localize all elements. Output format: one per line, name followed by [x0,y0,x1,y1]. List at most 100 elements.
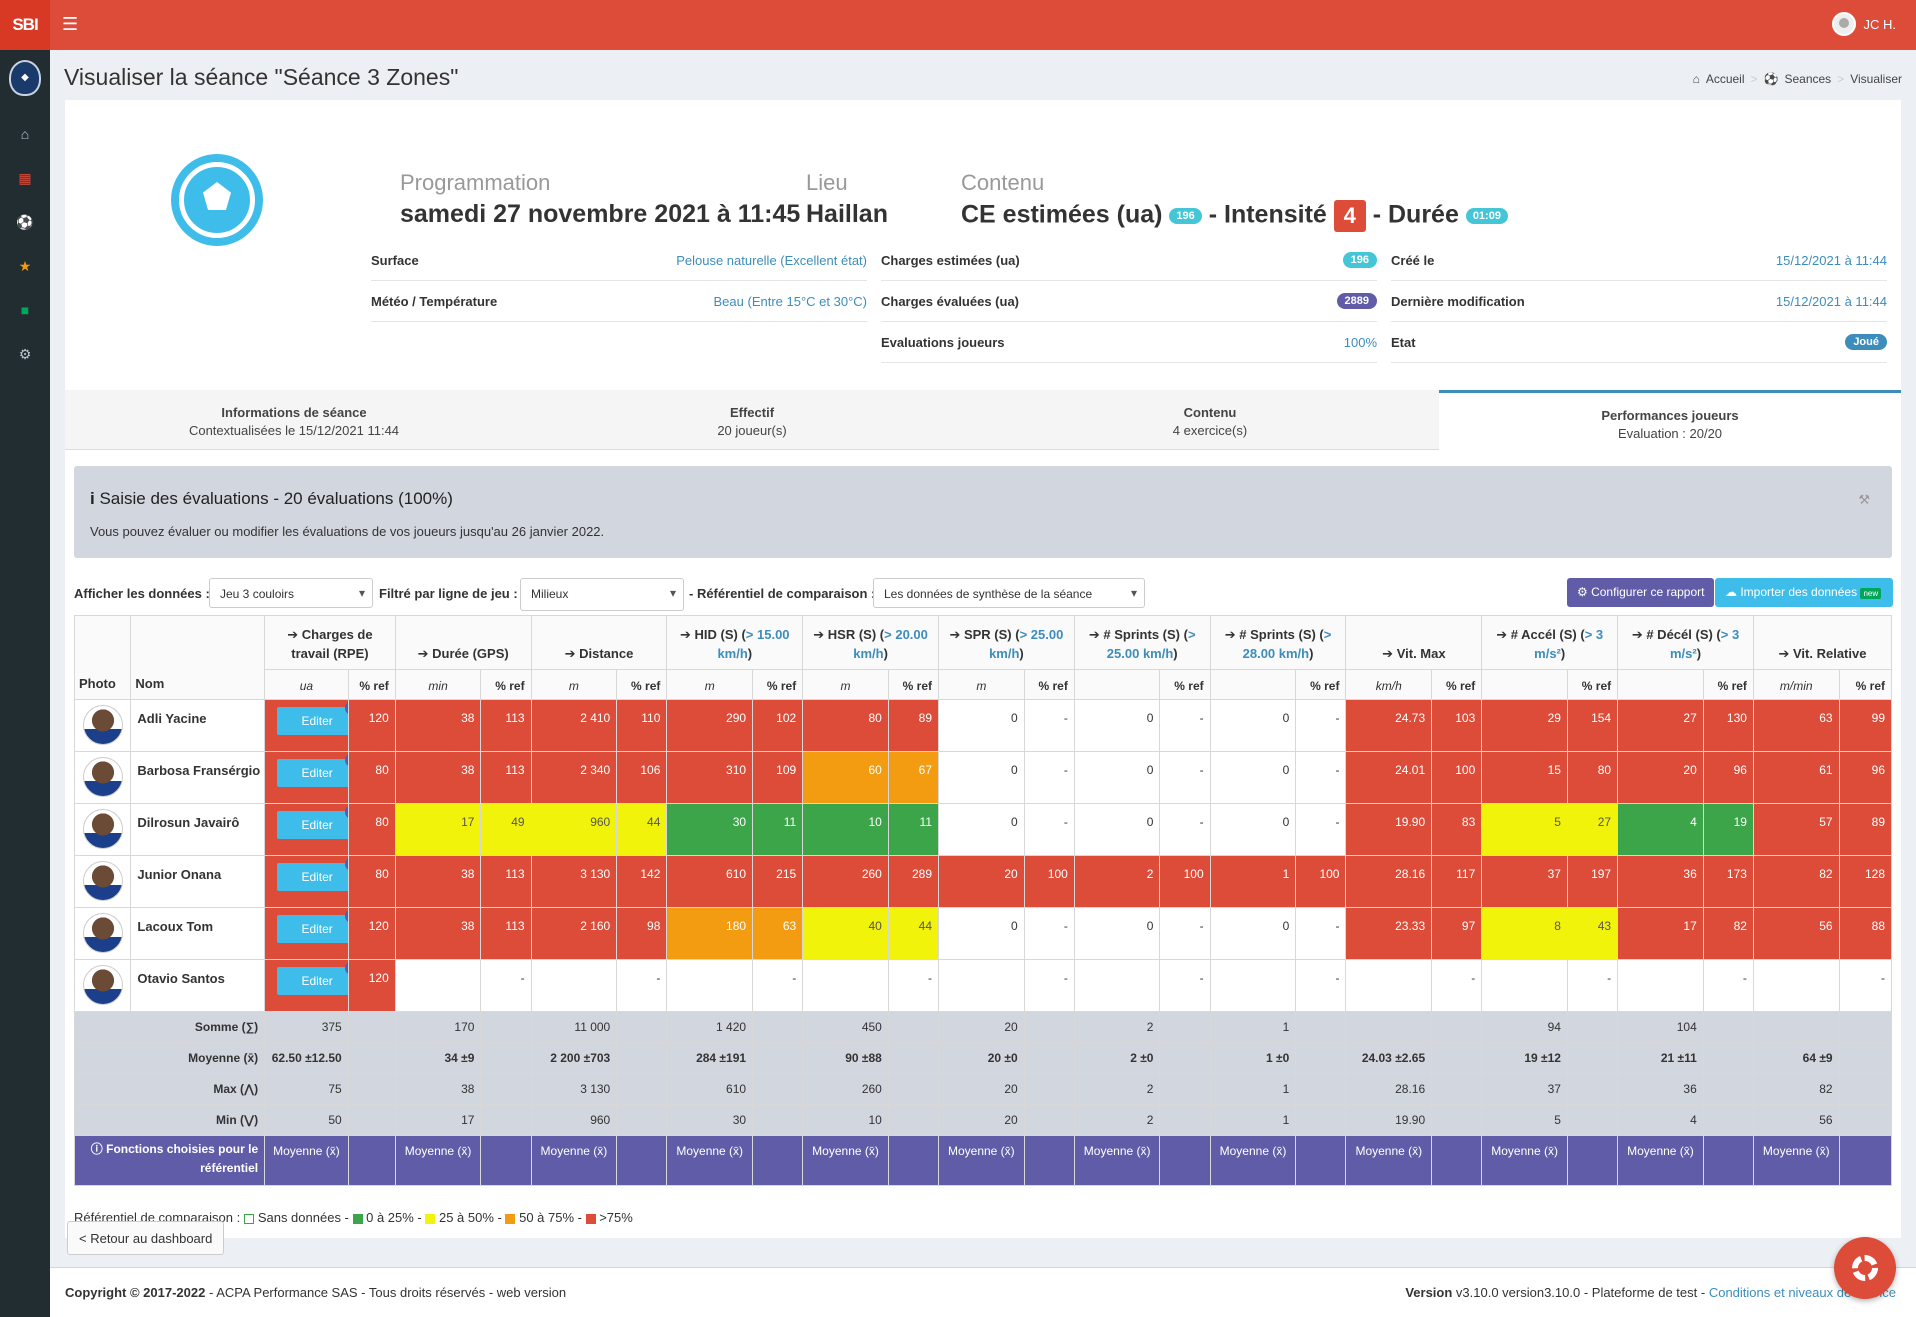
summary-label: Moyenne (x̄) [73,1042,266,1074]
value-cell: 38 [394,907,482,960]
user-menu[interactable]: JC H. [1831,12,1896,36]
player-name[interactable]: Dilrosun Javairô [130,803,266,856]
tab-contenu[interactable]: Contenu 4 exercice(s) [981,390,1439,450]
summary-empty [1023,1073,1075,1105]
pct-ref-header: % ref [347,669,396,700]
metric-header[interactable]: ➔ Vit. Max [1345,615,1483,670]
function-select[interactable]: Moyenne (x̄) [264,1135,349,1186]
metric-header[interactable]: ➔ # Sprints (S) (> 28.00 km/h) [1209,615,1347,670]
configure-report-button[interactable]: ⚙ Configurer ce rapport [1567,578,1715,607]
metric-threshold: > 3 m/s² [1534,627,1604,661]
gear-icon[interactable]: ⚙ [18,346,32,362]
function-select[interactable]: Moyenne (x̄) [1752,1135,1840,1186]
alert-title-text: Saisie des évaluations - 20 évaluations … [99,489,453,508]
function-select[interactable]: Moyenne (x̄) [1481,1135,1568,1186]
metric-header[interactable]: ➔ Durée (GPS) [394,615,532,670]
player-name[interactable]: Adli Yacine [130,699,266,752]
value-cell: 80 [802,699,889,752]
edit-button[interactable]: Editer75 [277,961,348,995]
metric-header[interactable]: ➔ # Sprints (S) (> 25.00 km/h) [1073,615,1211,670]
value-cell: 20 [1617,751,1704,804]
metric-header[interactable]: ➔ Charges de travail (RPE) [264,615,396,670]
player-name[interactable]: Junior Onana [130,855,266,908]
app-logo[interactable]: SBI [0,0,50,50]
home-icon[interactable]: ⌂ [20,126,30,142]
unit-header: min [394,669,482,700]
summary-value: 610 [666,1073,754,1105]
player-avatar [82,809,123,849]
functions-row: ⓘ Fonctions choisies pour le référentiel… [73,1135,1893,1186]
sign-in-icon: ➔ [287,627,302,642]
tab-effectif[interactable]: Effectif 20 joueur(s) [523,390,981,450]
rpe-cell: Editer50 [264,855,349,908]
function-select[interactable]: Moyenne (x̄) [802,1135,889,1186]
function-select[interactable]: Moyenne (x̄) [1617,1135,1704,1186]
function-empty [1431,1135,1483,1186]
metric-header[interactable]: ➔ Distance [530,615,668,670]
menu-toggle-icon[interactable]: ☰ [62,14,79,34]
value-cell [530,959,618,1012]
value-cell: 27 [1617,699,1704,752]
metric-header[interactable]: ➔ Vit. Relative [1752,615,1893,670]
function-select[interactable]: Moyenne (x̄) [1345,1135,1433,1186]
summary-empty [1023,1104,1075,1136]
edit-button[interactable]: Editer50 [277,805,348,839]
ref-select[interactable]: Les données de synthèse de la séance [873,578,1145,608]
soccer-ball-icon[interactable]: ⚽ [16,214,34,230]
function-select[interactable]: Moyenne (x̄) [394,1135,482,1186]
player-photo-cell [73,855,132,908]
ligne-select[interactable]: Milieux [520,578,684,611]
tab-informations[interactable]: Informations de séance Contextualisées le… [65,390,523,450]
summary-label: Somme (∑) [73,1011,266,1043]
player-name[interactable]: Lacoux Tom [130,907,266,960]
footer: Copyright © 2017-2022 - ACPA Performance… [50,1267,1916,1317]
summary-empty [1431,1073,1483,1105]
function-select[interactable]: Moyenne (x̄) [1209,1135,1297,1186]
import-data-button[interactable]: ☁ Importer des données new [1715,578,1893,607]
pct-ref-header: % ref [1159,669,1211,700]
functions-label: ⓘ Fonctions choisies pour le référentiel [73,1135,266,1186]
value-cell: 61 [1752,751,1840,804]
pct-ref-header: % ref [1566,669,1619,700]
tab-performances[interactable]: Performances joueurs Evaluation : 20/20 [1439,390,1901,450]
player-photo-cell [73,959,132,1012]
help-lifebuoy-icon[interactable] [1834,1237,1896,1299]
calendar-icon[interactable]: ▦ [18,170,32,186]
summary-value: 1 420 [666,1011,754,1043]
function-select[interactable]: Moyenne (x̄) [666,1135,754,1186]
value-cell: 29 [1481,699,1568,752]
edit-button[interactable]: Editer75 [277,909,348,943]
metric-header[interactable]: ➔ HSR (S) (> 20.00 km/h) [802,615,939,670]
pct-ref-cell: 128 [1838,855,1893,908]
summary-empty [1838,1073,1893,1105]
edit-button[interactable]: Editer50 [277,753,348,787]
trophy-icon[interactable]: ★ [18,258,32,274]
metric-header[interactable]: ➔ # Décél (S) (> 3 m/s²) [1617,615,1754,670]
sign-in-icon: ➔ [1224,627,1240,642]
metric-header[interactable]: ➔ SPR (S) (> 25.00 km/h) [938,615,1075,670]
info-icon: i [90,489,100,508]
breadcrumb-accueil[interactable]: Accueil [1705,72,1745,86]
value-cell [666,959,754,1012]
breadcrumb-seances[interactable]: Seances [1784,72,1832,86]
cube-icon[interactable]: ■ [20,302,30,318]
content-area: Visualiser la séance "Séance 3 Zones" ⌂ … [50,50,1916,1267]
edit-button[interactable]: Editer75 [277,701,348,735]
metric-header[interactable]: ➔ # Accél (S) (> 3 m/s²) [1481,615,1619,670]
player-name[interactable]: Otavio Santos [130,959,266,1012]
club-crest-icon[interactable]: ◆ [9,60,41,96]
legend-swatch [425,1213,436,1224]
function-select[interactable]: Moyenne (x̄) [530,1135,618,1186]
afficher-select[interactable]: Jeu 3 couloirs [209,578,373,608]
wrench-icon[interactable]: ⚒ [1858,492,1870,507]
summary-value: 1 ±0 [1209,1042,1297,1074]
back-to-dashboard-button[interactable]: < Retour au dashboard [67,1221,225,1255]
rpe-badge: 50 [345,805,348,819]
summary-value: 1 [1209,1104,1297,1136]
function-select[interactable]: Moyenne (x̄) [1073,1135,1161,1186]
player-name[interactable]: Barbosa Fransérgio [130,751,266,804]
function-select[interactable]: Moyenne (x̄) [938,1135,1025,1186]
edit-button[interactable]: Editer50 [277,857,348,891]
summary-empty [1431,1042,1483,1074]
metric-header[interactable]: ➔ HID (S) (> 15.00 km/h) [666,615,804,670]
